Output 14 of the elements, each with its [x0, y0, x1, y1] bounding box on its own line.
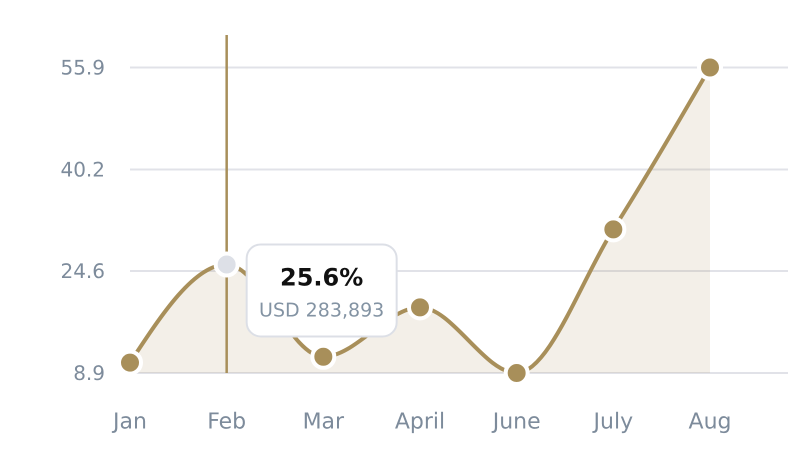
- y-tick-label: 55.9: [60, 56, 105, 80]
- x-tick-label: July: [592, 410, 634, 434]
- x-tick-label: Jan: [111, 410, 147, 434]
- y-tick-label: 40.2: [60, 158, 105, 182]
- x-tick-label: April: [394, 410, 446, 434]
- x-tick-label: Feb: [207, 410, 246, 434]
- annotation: USD 283,893: [259, 299, 384, 322]
- x-tick-label: June: [490, 410, 541, 434]
- annotation: 25.6%: [280, 263, 364, 292]
- x-tick-label: Aug: [688, 410, 732, 434]
- y-tick-label: 8.9: [73, 361, 105, 385]
- x-tick-label: Mar: [302, 410, 346, 434]
- point: [214, 251, 240, 278]
- y-tick-label: 24.6: [60, 258, 105, 283]
